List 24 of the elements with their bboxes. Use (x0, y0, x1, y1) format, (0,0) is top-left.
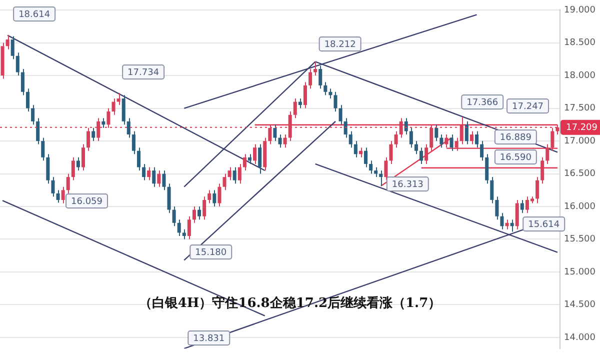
y-tick-label: 17.500 (564, 104, 596, 114)
ref-line-label: 17.209 (566, 123, 598, 134)
annotation: 17.734 (128, 68, 160, 78)
y-tick-label: 14.500 (564, 300, 596, 310)
y-tick-label: 17.000 (564, 136, 596, 146)
y-tick-label: 16.500 (564, 169, 596, 180)
annotation: 16.059 (71, 196, 103, 207)
y-tick-label: 15.000 (564, 267, 596, 278)
annotation: 17.247 (512, 102, 544, 112)
annotation: 15.614 (528, 220, 560, 230)
annotation: 18.212 (324, 40, 356, 50)
annotation: 15.180 (195, 248, 227, 258)
y-tick-label: 14.000 (564, 332, 596, 343)
annotation: 16.889 (500, 132, 532, 143)
annotation: 18.614 (18, 10, 50, 20)
y-tick-label: 19.000 (564, 5, 596, 16)
annotation: 16.590 (500, 152, 532, 163)
annotation: 17.366 (466, 98, 498, 108)
annotation: 13.831 (193, 334, 225, 344)
y-tick-label: 18.000 (564, 70, 596, 81)
y-tick-label: 15.500 (564, 234, 596, 245)
y-tick-label: 16.000 (564, 202, 596, 212)
annotation: 16.313 (392, 180, 424, 190)
y-tick-label: 18.500 (564, 38, 596, 48)
